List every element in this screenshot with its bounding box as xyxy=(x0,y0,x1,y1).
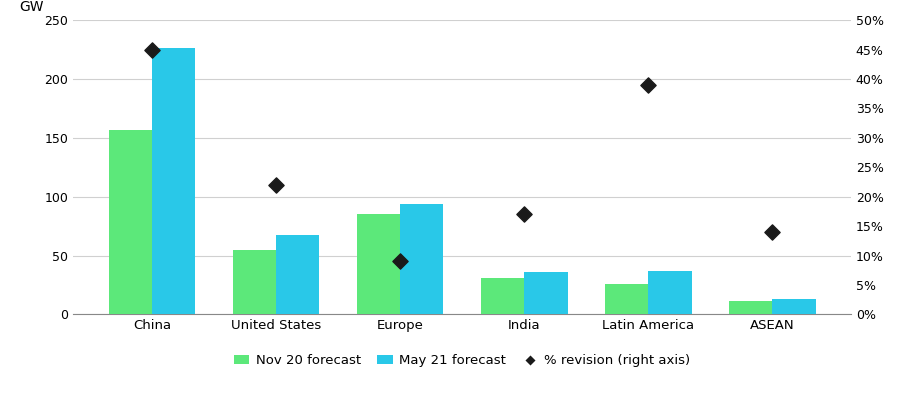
Bar xyxy=(772,299,815,314)
Point xyxy=(517,211,532,218)
Bar xyxy=(232,249,276,314)
Bar xyxy=(109,130,152,314)
Text: GW: GW xyxy=(18,0,43,14)
Bar xyxy=(728,301,772,314)
Bar xyxy=(152,48,196,314)
Bar xyxy=(480,278,524,314)
Point xyxy=(765,229,780,235)
Point xyxy=(269,182,284,188)
Point xyxy=(393,258,407,265)
Bar xyxy=(276,235,319,314)
Bar xyxy=(400,204,444,314)
Point xyxy=(145,46,159,53)
Bar xyxy=(524,272,567,314)
Bar xyxy=(605,284,648,314)
Legend: Nov 20 forecast, May 21 forecast, % revision (right axis): Nov 20 forecast, May 21 forecast, % revi… xyxy=(228,349,696,372)
Bar xyxy=(357,214,400,314)
Bar xyxy=(648,271,692,314)
Point xyxy=(640,82,655,88)
